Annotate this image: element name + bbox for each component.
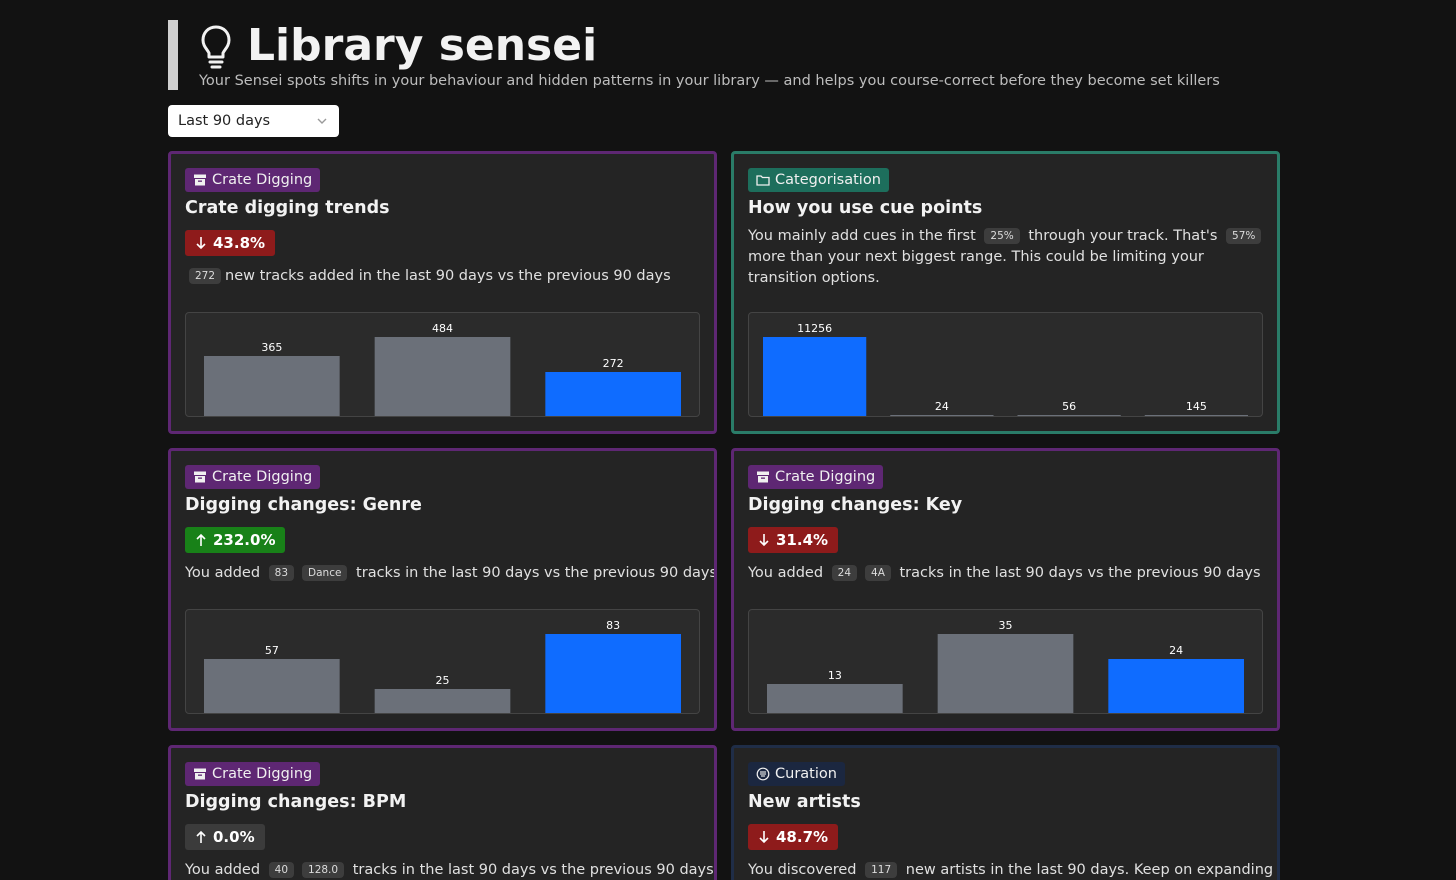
- page-subtitle: Your Sensei spots shifts in your behavio…: [199, 73, 1220, 89]
- category-tag: Crate Digging: [185, 465, 321, 489]
- chart-data-label: 145: [1186, 400, 1207, 413]
- insight-card-new-artists[interactable]: Curation New artists 48.7% You discovere…: [731, 745, 1280, 880]
- card-description: You added 40 128.0 tracks in the last 90 …: [185, 862, 714, 878]
- bar-chart-svg: 365 484 272: [204, 322, 681, 416]
- category-tag: Crate Digging: [185, 168, 321, 192]
- archive-icon: [194, 768, 206, 780]
- arrow-down-icon: [196, 237, 206, 250]
- delta-badge: 232.0%: [185, 527, 286, 553]
- chart-bar: [204, 659, 340, 713]
- card-title: How you use cue points: [748, 198, 983, 218]
- chart-data-label: 484: [432, 322, 453, 335]
- bar-chart-svg: 13 35 24: [767, 619, 1244, 713]
- chart-data-label: 25: [436, 674, 450, 687]
- chart-bar: [1108, 659, 1244, 713]
- bar-chart: 365 484 272: [185, 312, 700, 417]
- lightbulb-icon: [201, 25, 231, 69]
- archive-icon: [757, 471, 769, 483]
- bpm-pill: 128.0: [302, 862, 345, 878]
- value-pill: 272: [189, 268, 222, 284]
- card-description: You added 83 Dance tracks in the last 90 …: [185, 565, 717, 581]
- archive-icon: [194, 471, 206, 483]
- value-pill: 40: [268, 862, 295, 878]
- chart-data-label: 83: [606, 619, 620, 632]
- card-title: Crate digging trends: [185, 198, 390, 218]
- chart-bar: [763, 337, 867, 416]
- card-description: You discovered 117 new artists in the la…: [748, 862, 1280, 878]
- card-description: You mainly add cues in the first 25% thr…: [748, 226, 1268, 289]
- arrow-up-icon: [196, 830, 206, 843]
- chart-data-label: 13: [828, 669, 842, 682]
- value-pill: 57%: [1226, 228, 1262, 244]
- chart-bar: [374, 689, 511, 713]
- card-title: Digging changes: BPM: [185, 792, 407, 812]
- key-pill: 4A: [865, 565, 891, 581]
- chart-data-label: 11256: [797, 322, 832, 335]
- insight-card-genre[interactable]: Crate Digging Digging changes: Genre 232…: [168, 448, 717, 731]
- list-circle-icon: [756, 767, 770, 781]
- chevron-down-icon: [317, 118, 327, 124]
- delta-badge: 48.7%: [748, 824, 839, 850]
- bar-chart-svg: 11256 24 56 145: [763, 322, 1248, 416]
- insight-card-crate-digging-trends[interactable]: Crate Digging Crate digging trends 43.8%…: [168, 151, 717, 434]
- chart-bar: [374, 337, 511, 416]
- value-pill: 25%: [984, 228, 1020, 244]
- chart-bar: [204, 356, 340, 416]
- arrow-down-icon: [759, 831, 769, 844]
- card-title: Digging changes: Key: [748, 495, 963, 515]
- chart-bar: [545, 372, 681, 416]
- delta-badge: 43.8%: [185, 230, 276, 256]
- chart-bar: [1144, 415, 1248, 416]
- chart-data-label: 272: [603, 357, 624, 370]
- bar-chart: 11256 24 56 145: [748, 312, 1263, 417]
- value-pill: 117: [865, 862, 898, 878]
- period-select-value: Last 90 days: [178, 113, 271, 129]
- chart-bar: [545, 634, 681, 713]
- chart-data-label: 57: [265, 644, 279, 657]
- genre-pill: Dance: [302, 565, 348, 581]
- card-title: New artists: [748, 792, 861, 812]
- chart-bar: [767, 684, 903, 713]
- chart-bar: [890, 415, 994, 416]
- chart-data-label: 365: [261, 341, 282, 354]
- chart-data-label: 35: [999, 619, 1013, 632]
- card-title: Digging changes: Genre: [185, 495, 422, 515]
- archive-icon: [194, 174, 206, 186]
- card-description: 272 new tracks added in the last 90 days …: [185, 266, 705, 287]
- period-select[interactable]: Last 90 days: [168, 105, 339, 137]
- delta-badge: 0.0%: [185, 824, 265, 850]
- chart-data-label: 24: [935, 400, 949, 413]
- chart-data-label: 24: [1169, 644, 1183, 657]
- bar-chart: 57 25 83: [185, 609, 700, 714]
- chart-data-label: 56: [1062, 400, 1076, 413]
- value-pill: 24: [831, 565, 858, 581]
- card-description: You added 24 4A tracks in the last 90 day…: [748, 565, 1261, 581]
- value-pill: 83: [268, 565, 295, 581]
- insight-card-cue-points[interactable]: Categorisation How you use cue points Yo…: [731, 151, 1280, 434]
- category-tag: Crate Digging: [748, 465, 884, 489]
- insight-card-bpm[interactable]: Crate Digging Digging changes: BPM 0.0% …: [168, 745, 717, 880]
- category-tag: Curation: [748, 762, 845, 786]
- page-header: Library sensei Your Sensei spots shifts …: [168, 18, 1278, 92]
- page-title: Library sensei: [247, 20, 598, 71]
- arrow-down-icon: [759, 534, 769, 547]
- folder-icon: [756, 175, 770, 186]
- header-accent-bar: [168, 20, 178, 90]
- arrow-up-icon: [196, 533, 206, 546]
- chart-bar: [1017, 415, 1121, 416]
- category-tag: Crate Digging: [185, 762, 321, 786]
- bar-chart: 13 35 24: [748, 609, 1263, 714]
- chart-bar: [937, 634, 1074, 713]
- insight-card-key[interactable]: Crate Digging Digging changes: Key 31.4%…: [731, 448, 1280, 731]
- delta-badge: 31.4%: [748, 527, 839, 553]
- bar-chart-svg: 57 25 83: [204, 619, 681, 713]
- category-tag: Categorisation: [748, 168, 889, 192]
